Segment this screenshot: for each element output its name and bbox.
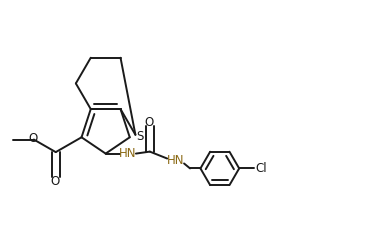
Text: HN: HN bbox=[119, 147, 137, 160]
Text: O: O bbox=[50, 175, 59, 188]
Text: HN: HN bbox=[166, 154, 184, 167]
Text: O: O bbox=[28, 132, 38, 145]
Text: O: O bbox=[144, 116, 153, 129]
Text: Cl: Cl bbox=[255, 162, 267, 175]
Text: S: S bbox=[136, 130, 143, 143]
